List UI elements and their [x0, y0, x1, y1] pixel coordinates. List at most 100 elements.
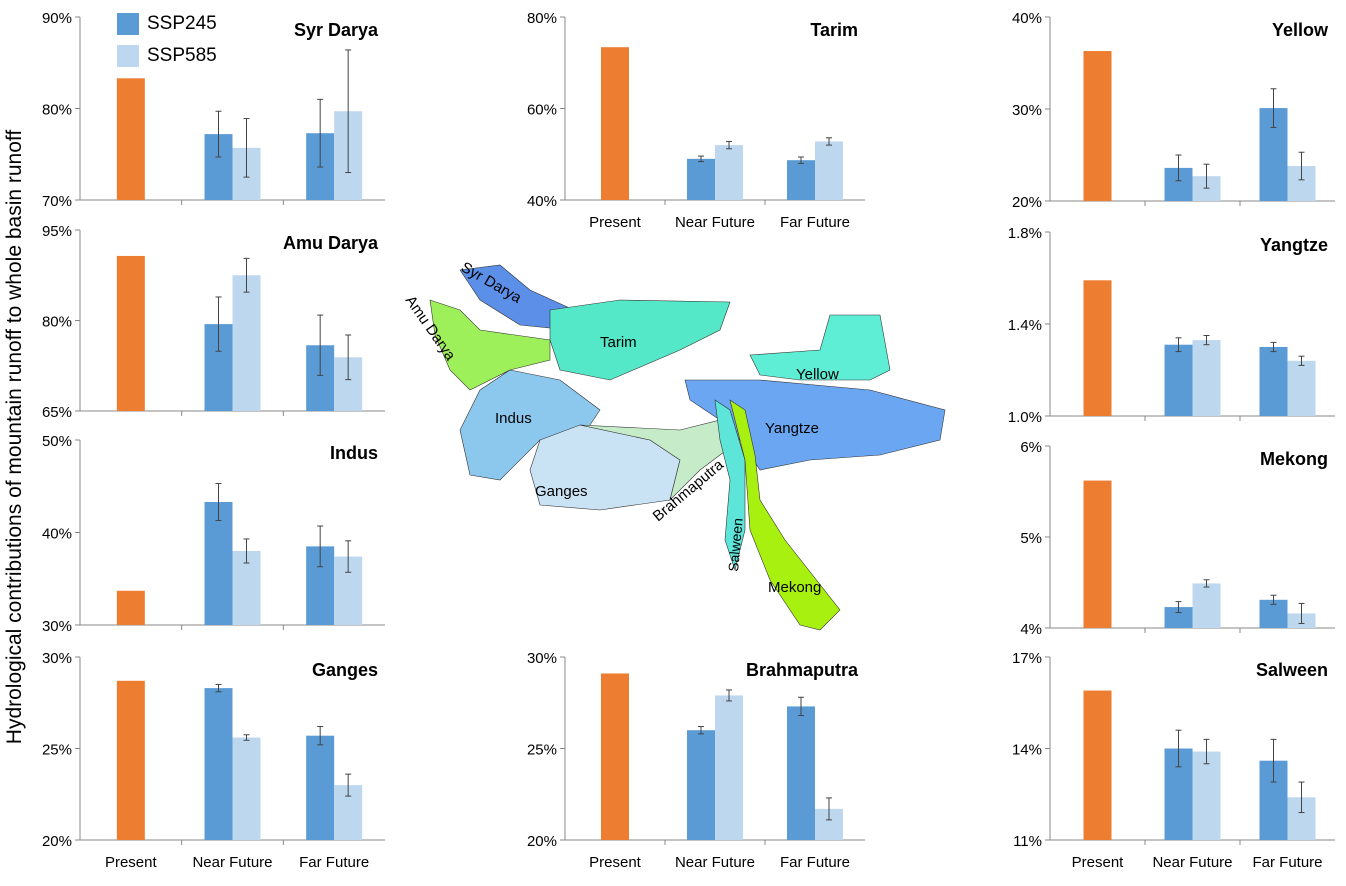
map-label-ganges: Ganges — [535, 483, 588, 500]
bar-ssp585 — [715, 145, 743, 200]
chart-svg: 1.0% 1.4% 1.8% Yangtze — [1008, 225, 1335, 426]
chart-title: Salween — [1256, 660, 1328, 680]
chart-svg: 4% 5% 6% Mekong — [1020, 439, 1335, 638]
y-tick-label: 30% — [1012, 102, 1042, 119]
bar-present — [601, 673, 629, 840]
y-tick-label: 1.0% — [1008, 409, 1042, 426]
legend-swatch-ssp245 — [117, 13, 139, 35]
chart-title: Ganges — [312, 660, 378, 680]
y-tick-label: 6% — [1020, 439, 1042, 456]
y-tick-label: 20% — [42, 833, 72, 850]
y-tick-label: 70% — [42, 193, 72, 210]
bar-ssp245 — [687, 730, 715, 840]
bar-ssp585 — [815, 141, 843, 200]
y-tick-label: 4% — [1020, 621, 1042, 638]
y-tick-label: 90% — [42, 10, 72, 27]
chart-amu-darya: 65% 80% 95% Amu Darya — [42, 223, 385, 421]
bar-ssp245 — [1259, 347, 1288, 416]
y-tick-label: 25% — [42, 742, 72, 759]
map-label-indus: Indus — [495, 410, 532, 427]
bar-present — [1083, 690, 1112, 840]
chart-title: Tarim — [810, 20, 858, 40]
basin-indus — [459, 369, 601, 481]
x-tick-label: Far Future — [299, 854, 369, 871]
chart-title: Indus — [330, 443, 378, 463]
map-label-tarim: Tarim — [600, 334, 637, 351]
legend-item-ssp245: SSP245 — [117, 8, 217, 40]
x-tick-label: Present — [589, 854, 642, 871]
chart-svg: 11% 14% 17% Salween Present Near Future Far Fu… — [1012, 650, 1335, 871]
bar-ssp245 — [687, 158, 715, 200]
chart-svg: 20% 25% 30% Ganges Present Near Future Far Fut… — [42, 650, 385, 871]
bar-present — [116, 78, 145, 200]
x-tick-label: Near Future — [192, 854, 272, 871]
chart-tarim: 40% 60% 80% Tarim Present Near Future Far Futu… — [527, 10, 865, 231]
y-tick-label: 65% — [42, 404, 72, 421]
chart-svg: 70% 80% 90% Syr Darya — [42, 10, 385, 210]
basin-yellow — [749, 314, 891, 381]
bar-ssp245 — [787, 706, 815, 840]
x-tick-label: Far Future — [1252, 854, 1322, 871]
bar-present — [116, 255, 145, 411]
bar-present — [116, 590, 145, 625]
x-tick-label: Present — [1072, 854, 1125, 871]
chart-ganges: 20% 25% 30% Ganges Present Near Future Far Fut… — [42, 650, 385, 871]
x-tick-label: Near Future — [675, 854, 755, 871]
map-label-yellow: Yellow — [796, 366, 839, 383]
chart-svg: 20% 25% 30% Brahmaputra Present Near Future Fa… — [527, 650, 865, 871]
chart-brahmaputra: 20% 25% 30% Brahmaputra Present Near Future Fa… — [527, 650, 865, 871]
chart-title: Mekong — [1260, 449, 1328, 469]
x-tick-label: Near Future — [675, 214, 755, 231]
map-label-yangtze: Yangtze — [765, 420, 819, 437]
chart-title: Yangtze — [1260, 235, 1328, 255]
chart-svg: 30% 40% 50% Indus — [42, 433, 385, 635]
y-tick-label: 11% — [1013, 833, 1042, 850]
bar-ssp585 — [1287, 360, 1316, 416]
x-tick-label: Present — [589, 214, 642, 231]
bar-ssp585 — [715, 695, 743, 840]
chart-title: Brahmaputra — [746, 660, 859, 680]
y-tick-label: 20% — [527, 833, 557, 850]
legend: SSP245 SSP585 — [117, 8, 217, 72]
basin-map: Syr Darya Amu Darya Tarim Indus Ganges B… — [402, 259, 946, 631]
y-tick-label: 80% — [42, 102, 72, 119]
bar-ssp245 — [306, 735, 335, 840]
bar-ssp585 — [1192, 751, 1221, 840]
chart-svg: 40% 60% 80% Tarim Present Near Future Far Futu… — [527, 10, 865, 231]
bar-ssp245 — [1164, 344, 1193, 416]
x-tick-label: Far Future — [780, 214, 850, 231]
y-tick-label: 25% — [527, 742, 557, 759]
bar-ssp585 — [232, 737, 261, 840]
chart-indus: 30% 40% 50% Indus — [42, 433, 385, 635]
bar-present — [1083, 280, 1112, 416]
legend-swatch-ssp585 — [117, 45, 139, 67]
y-tick-label: 40% — [42, 526, 72, 543]
chart-title: Yellow — [1272, 20, 1329, 40]
y-tick-label: 80% — [42, 314, 72, 331]
y-tick-label: 80% — [527, 10, 557, 27]
y-tick-label: 30% — [42, 650, 72, 667]
y-tick-label: 95% — [42, 223, 72, 240]
y-tick-label: 60% — [527, 102, 557, 119]
y-tick-label: 30% — [42, 618, 72, 635]
bar-ssp245 — [204, 501, 233, 625]
y-tick-label: 30% — [527, 650, 557, 667]
chart-title: Amu Darya — [283, 233, 379, 253]
map-label-salween: Salween — [725, 517, 746, 572]
bar-present — [1083, 480, 1112, 628]
x-tick-label: Present — [105, 854, 158, 871]
chart-svg: 20% 30% 40% Yellow — [1012, 10, 1335, 211]
bar-ssp585 — [232, 275, 261, 411]
chart-title: Syr Darya — [294, 20, 379, 40]
bar-ssp585 — [1192, 340, 1221, 416]
y-tick-label: 40% — [527, 193, 557, 210]
legend-label: SSP245 — [147, 13, 217, 34]
basin-amu-darya — [429, 299, 551, 391]
chart-yellow: 20% 30% 40% Yellow — [1012, 10, 1335, 211]
legend-item-ssp585: SSP585 — [117, 40, 217, 72]
basin-tarim — [549, 299, 731, 381]
x-tick-label: Far Future — [780, 854, 850, 871]
x-tick-label: Near Future — [1152, 854, 1232, 871]
map-label-mekong: Mekong — [768, 579, 821, 596]
basin-brahmaputra — [579, 419, 741, 501]
